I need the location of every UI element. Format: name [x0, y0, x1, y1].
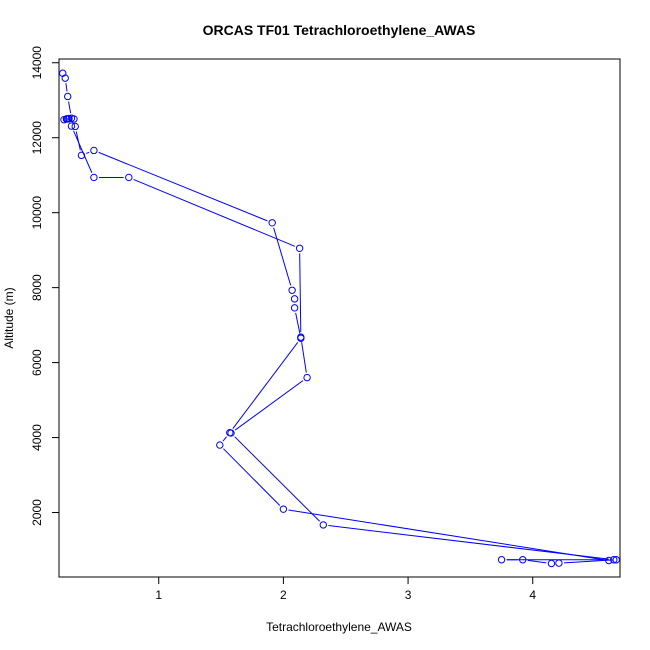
data-point [227, 429, 235, 437]
series-line-segment [222, 436, 227, 442]
data-point [67, 122, 76, 130]
data-point [64, 92, 72, 101]
data-point [519, 556, 527, 564]
y-tick-label: 14000 [30, 46, 44, 80]
y-tick-label: 6000 [30, 349, 44, 376]
series-line-segment [133, 178, 296, 247]
y-axis-label: Altitude (m) [2, 287, 16, 348]
series-line-segment [232, 342, 299, 429]
series-line-segment [73, 130, 93, 173]
data-point [297, 333, 305, 341]
data-point [303, 373, 311, 382]
series-group [59, 69, 620, 568]
data-point [65, 114, 73, 123]
x-axis: 1 2 3 4 [155, 576, 536, 602]
data-point [605, 556, 613, 565]
y-tick-label: 10000 [30, 196, 44, 230]
x-axis-label: Tetrachloroethylene_AWAS [266, 620, 412, 634]
series-line-segment [273, 227, 292, 286]
y-tick-label: 2000 [30, 499, 44, 526]
data-point [497, 556, 506, 564]
data-point [62, 115, 71, 123]
series-line-segment [98, 151, 268, 222]
x-tick-label: 4 [529, 588, 536, 602]
x-tick-label: 3 [405, 588, 412, 602]
data-point [90, 146, 98, 155]
x-tick-label: 1 [155, 588, 162, 602]
series-line-segment [68, 101, 72, 114]
series-line-segment [223, 448, 281, 506]
series-line-segment [86, 151, 90, 154]
x-tick-label: 2 [280, 588, 287, 602]
data-point [268, 219, 276, 227]
data-point [77, 151, 86, 160]
data-point [612, 556, 620, 564]
data-point [555, 559, 563, 567]
data-point [610, 556, 618, 564]
chart-title: ORCAS TF01 Tetrachloroethylene_AWAS [203, 22, 476, 38]
series-line-segment [527, 559, 547, 564]
y-tick-label: 4000 [30, 424, 44, 451]
data-point [295, 244, 304, 252]
series-line-segment [299, 253, 302, 333]
data-point [70, 115, 78, 123]
y-tick-label: 12000 [30, 121, 44, 155]
data-point [61, 74, 69, 82]
data-point [290, 295, 299, 303]
y-axis: 2000 4000 6000 8000 10000 12000 14000 [30, 46, 60, 526]
series-line-segment [234, 380, 304, 431]
plot-frame [58, 58, 621, 578]
series-line-segment [301, 342, 307, 373]
series-line-segment [65, 83, 68, 92]
data-point [90, 173, 98, 182]
series-line-segment [288, 509, 604, 561]
data-point [319, 521, 327, 529]
series-line-segment [328, 525, 609, 560]
y-tick-label: 8000 [30, 274, 44, 301]
data-point [216, 441, 224, 449]
data-point [125, 173, 133, 182]
series-line-segment [563, 559, 612, 564]
data-point [279, 505, 288, 513]
data-point [288, 286, 296, 294]
series-line-segment [295, 312, 301, 334]
data-point [547, 559, 556, 568]
data-point [290, 304, 299, 312]
series-line-segment [234, 436, 321, 522]
data-point [71, 122, 79, 131]
